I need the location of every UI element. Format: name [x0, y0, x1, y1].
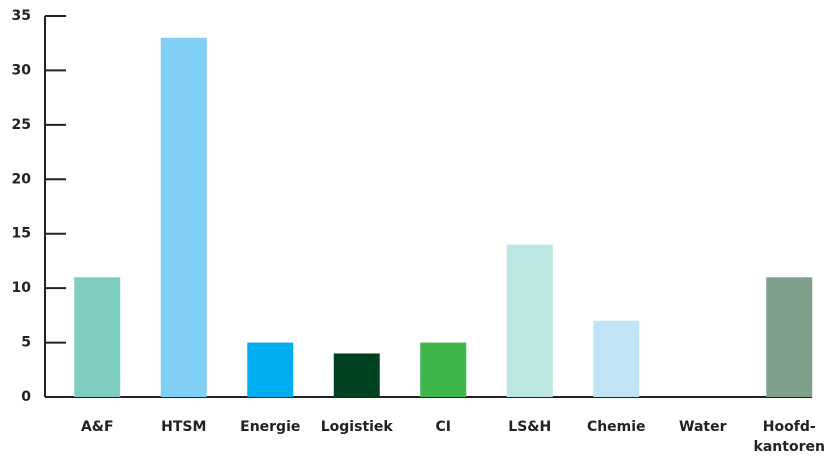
y-tick-label: 10 — [12, 280, 32, 296]
y-tick-label: 35 — [12, 8, 31, 24]
bar — [160, 37, 207, 398]
x-tick-label: A&F — [81, 419, 114, 435]
bar — [593, 320, 640, 397]
bar — [506, 244, 553, 397]
y-tick-label: 25 — [12, 117, 31, 133]
x-tick-label: CI — [436, 419, 451, 435]
bar — [766, 277, 813, 397]
y-tick-label: 5 — [21, 335, 31, 351]
x-tick-label: Hoofd-kantoren — [754, 419, 825, 455]
x-tick-label: Energie — [240, 419, 300, 435]
y-tick-label: 20 — [12, 171, 32, 187]
bar — [247, 342, 294, 397]
x-tick-label: HTSM — [161, 419, 206, 435]
y-tick-label: 15 — [12, 226, 31, 242]
y-tick-label: 0 — [21, 389, 31, 405]
bar — [420, 342, 467, 397]
x-tick-label: Chemie — [587, 419, 646, 435]
bar — [74, 277, 121, 397]
bar — [333, 353, 380, 397]
x-tick-label: LS&H — [508, 419, 551, 435]
x-tick-label: Water — [679, 419, 727, 435]
x-tick-label: Logistiek — [321, 419, 394, 435]
y-tick-label: 30 — [12, 62, 32, 78]
